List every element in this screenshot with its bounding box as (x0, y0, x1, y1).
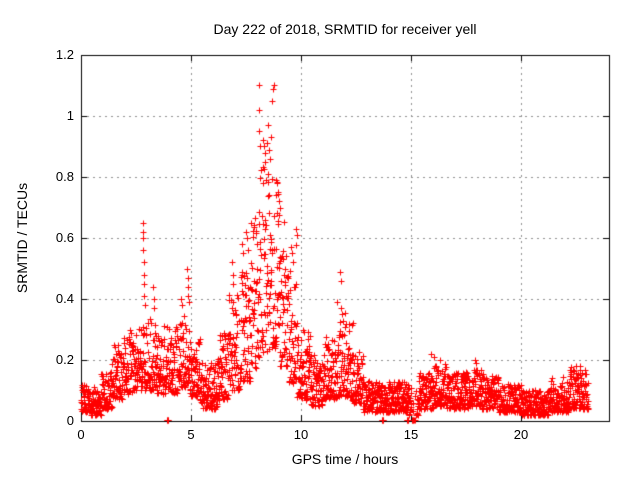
y-tick-label: 0.2 (55, 352, 74, 367)
x-tick-label: 0 (77, 427, 85, 442)
y-axis-label: SRMTID / TECUs (14, 182, 30, 294)
x-axis-label: GPS time / hours (291, 451, 399, 467)
y-tick-label: 0.8 (55, 169, 74, 184)
x-tick-label: 5 (187, 427, 195, 442)
x-tick-label: 10 (293, 427, 309, 442)
y-tick-label: 1 (66, 108, 74, 123)
y-tick-label: 0.4 (55, 291, 74, 306)
y-tick-label: 1.2 (55, 47, 74, 62)
x-tick-label: 15 (403, 427, 419, 442)
chart-title: Day 222 of 2018, SRMTID for receiver yel… (213, 21, 477, 37)
x-tick-label: 20 (513, 427, 529, 442)
y-tick-label: 0.6 (55, 230, 74, 245)
y-tick-label: 0 (66, 413, 74, 428)
